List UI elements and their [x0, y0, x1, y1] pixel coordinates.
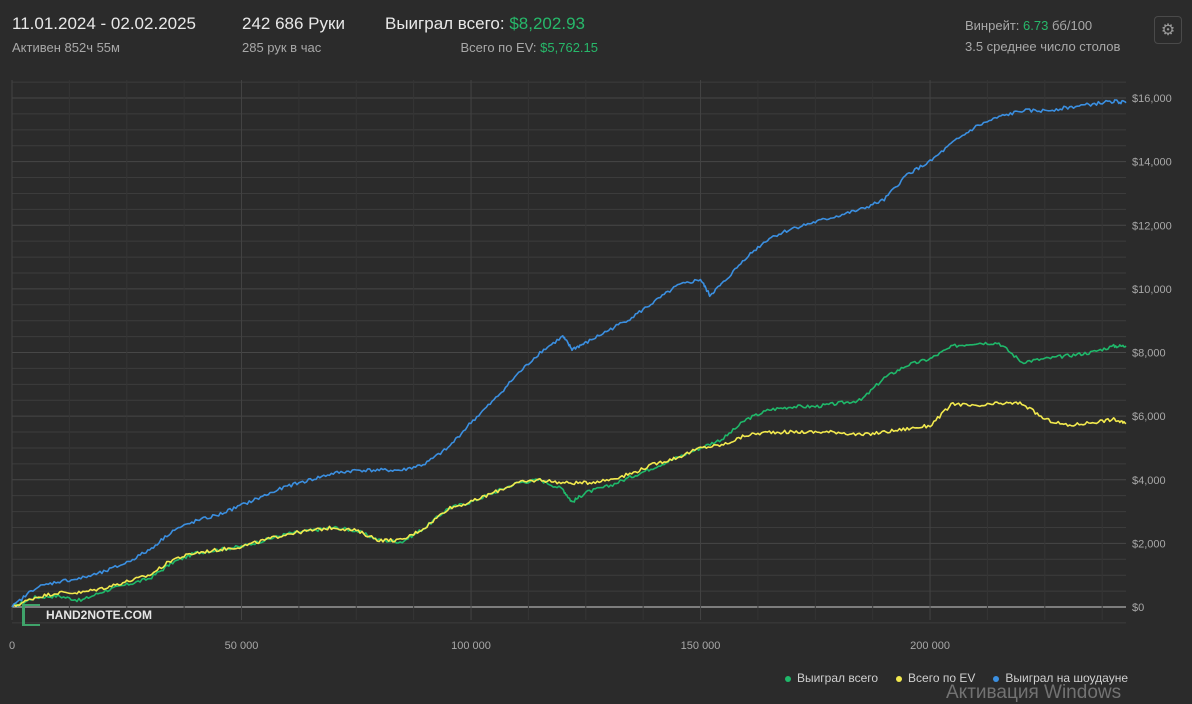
x-tick-label: 200 000: [910, 640, 950, 650]
date-range: 11.01.2024 - 02.02.2025: [12, 14, 197, 33]
windows-activation-watermark: Активация Windows: [946, 682, 1122, 703]
won-total-label: Выиграл всего:: [385, 14, 505, 33]
y-tick-label: $16,000: [1132, 93, 1172, 105]
y-tick-label: $4,000: [1132, 475, 1166, 487]
x-tick-label: 50 000: [225, 640, 259, 650]
series-line-ev: [11, 401, 1127, 608]
chart-series: [11, 99, 1127, 608]
y-tick-label: $14,000: [1132, 157, 1172, 169]
chart-legend: Выиграл всего Всего по EV Выиграл на шоу…: [784, 671, 1128, 685]
hands-count: 242 686 Руки: [242, 14, 345, 33]
y-tick-label: $0: [1132, 602, 1144, 614]
chart-grid: [11, 80, 1126, 624]
series-line-showdown: [11, 99, 1127, 608]
winrate-value: 6.73: [1023, 18, 1049, 33]
x-axis-labels: 0 50 000 100 000 150 000 200 000: [9, 640, 950, 650]
active-time: Активен 852ч 55м: [12, 40, 120, 55]
x-tick-label: 100 000: [451, 640, 491, 650]
legend-item-ev: Всего по EV: [896, 671, 975, 685]
won-block: Выиграл всего: $8,202.93 Всего по EV: $5…: [385, 14, 598, 55]
date-range-block: 11.01.2024 - 02.02.2025 Активен 852ч 55м: [12, 14, 196, 55]
y-tick-label: $6,000: [1132, 411, 1166, 423]
hand2note-logo: HAND2NOTE.COM: [22, 604, 152, 626]
y-tick-label: $8,000: [1132, 348, 1166, 360]
won-total-value: $8,202.93: [509, 14, 585, 33]
y-tick-label: $2,000: [1132, 538, 1166, 550]
hands-block: 242 686 Руки 285 рук в час: [242, 14, 345, 55]
series-line-won_total: [11, 341, 1127, 608]
legend-dot-showdown: [993, 675, 1000, 682]
ev-value: $5,762.15: [540, 40, 598, 55]
ev-label: Всего по EV:: [460, 40, 537, 55]
hand2note-logo-text: HAND2NOTE.COM: [46, 608, 153, 622]
x-tick-label: 0: [9, 640, 15, 650]
y-tick-label: $10,000: [1132, 284, 1172, 296]
gear-icon[interactable]: ⚙: [1154, 16, 1182, 44]
legend-dot-won-total: [784, 675, 791, 682]
winrate-unit: бб/100: [1051, 18, 1093, 33]
y-tick-label: $12,000: [1132, 220, 1172, 232]
avg-tables: 3.5 среднее число столов: [965, 39, 1121, 54]
legend-item-won-total: Выиграл всего: [784, 671, 878, 685]
results-chart: $0 $2,000 $4,000 $6,000 $8,000 $10,000 $12,000…: [9, 80, 1172, 650]
y-axis-labels: $0 $2,000 $4,000 $6,000 $8,000 $10,000 $12,000…: [1132, 93, 1172, 614]
winrate-label: Винрейт:: [965, 18, 1020, 33]
winrate-block: Винрейт: 6.73 бб/100 3.5 среднее число с…: [965, 14, 1120, 54]
hands-per-hour: 285 рук в час: [242, 40, 322, 55]
x-tick-label: 150 000: [681, 640, 721, 650]
legend-item-showdown: Выиграл на шоудауне: [993, 671, 1128, 685]
legend-dot-ev: [896, 675, 903, 682]
hand2note-logo-mark: [22, 604, 40, 626]
